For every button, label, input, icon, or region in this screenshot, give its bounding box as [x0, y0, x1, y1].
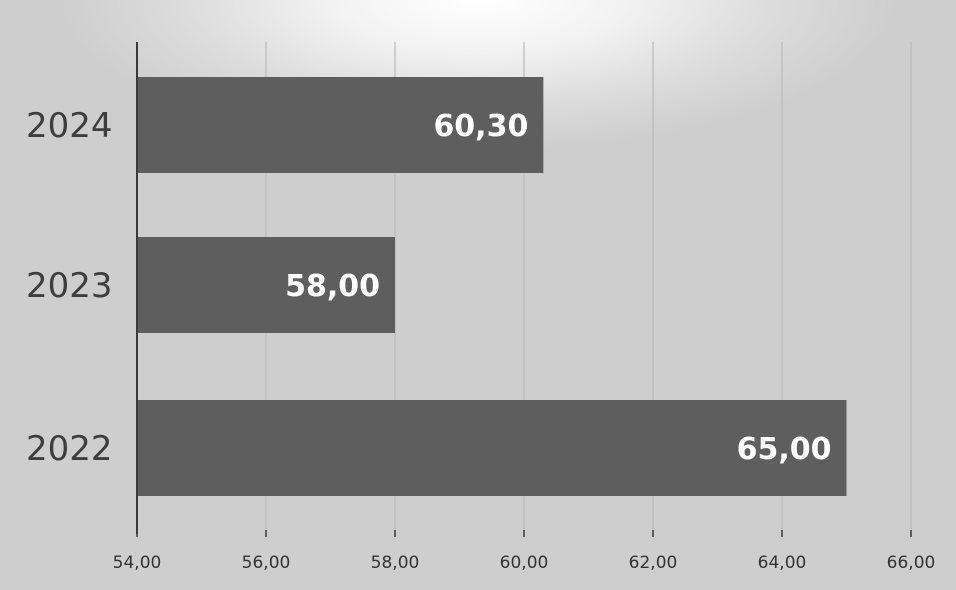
data-label-2023: 58,00 — [285, 269, 380, 304]
bar-2024 — [137, 77, 544, 173]
bars — [137, 77, 847, 496]
x-tick-label: 66,00 — [887, 553, 936, 573]
x-tick-label: 56,00 — [242, 553, 291, 573]
x-tick-label: 58,00 — [371, 553, 420, 573]
data-label-2022: 65,00 — [737, 432, 832, 467]
category-label-2022: 2022 — [26, 429, 113, 469]
x-tick-label: 62,00 — [629, 553, 678, 573]
x-tick-label: 64,00 — [758, 553, 807, 573]
x-tick-label: 54,00 — [113, 553, 162, 573]
category-label-2023: 2023 — [26, 266, 113, 306]
bar-2023 — [137, 237, 395, 333]
axes — [136, 42, 912, 537]
x-tick-label: 60,00 — [500, 553, 549, 573]
category-label-2024: 2024 — [26, 106, 113, 146]
bar-2022 — [137, 400, 847, 496]
data-label-2024: 60,30 — [433, 109, 528, 144]
labels: 54,00 56,00 58,00 60,00 62,00 64,00 66,00 60,30… — [26, 106, 935, 573]
